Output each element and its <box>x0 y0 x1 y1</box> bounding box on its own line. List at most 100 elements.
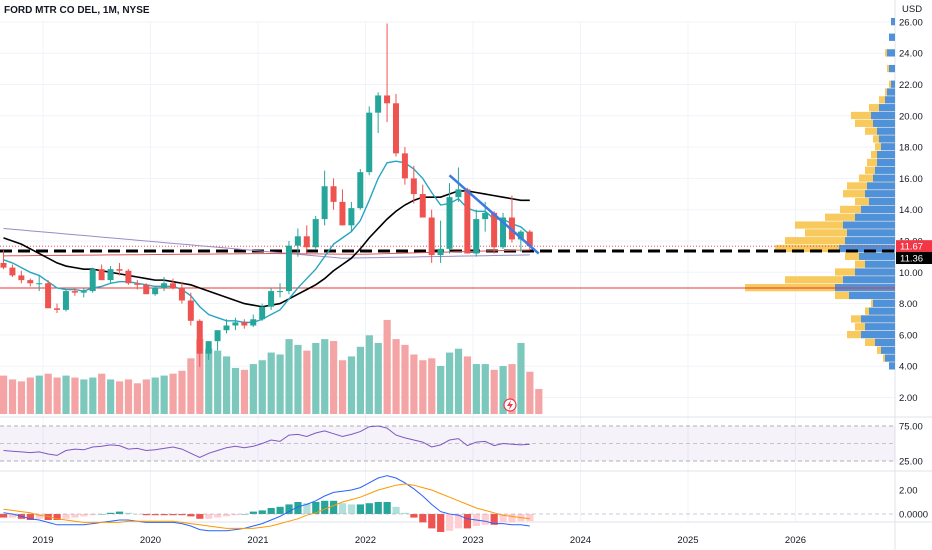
candle-body <box>339 201 346 226</box>
last-price-label: 11.67 <box>900 242 923 253</box>
volume-bar <box>437 366 445 414</box>
profile-bar-down <box>869 197 895 206</box>
macd-histogram-bar <box>428 514 436 529</box>
profile-bar-down <box>881 346 895 354</box>
candle-body <box>437 248 444 256</box>
macd-histogram-bar <box>249 511 257 514</box>
volume-bar <box>231 367 240 414</box>
profile-bar-down <box>885 96 895 104</box>
volume-bars <box>0 319 543 414</box>
profile-bar-down <box>859 252 895 260</box>
candle-body <box>491 212 498 248</box>
volume-bar <box>499 366 507 414</box>
profile-bar-down <box>849 291 895 300</box>
candle-body <box>143 284 150 295</box>
volume-bar <box>89 377 97 414</box>
volume-bar <box>330 341 338 414</box>
price-tick-label: 6.00 <box>899 330 918 341</box>
volume-bar <box>151 377 159 414</box>
macd-line <box>3 475 530 532</box>
candle-body <box>428 217 435 256</box>
macd-histogram-bar <box>240 514 249 515</box>
profile-bar-down <box>871 111 895 120</box>
macd-histogram-bar <box>526 514 534 522</box>
volume-bar <box>321 339 329 414</box>
profile-bar-down <box>873 299 895 307</box>
profile-bar-down <box>887 49 895 57</box>
candle-body <box>45 283 52 309</box>
volume-bar <box>17 381 26 414</box>
macd-histogram-bar <box>169 514 177 516</box>
profile-bar-down <box>865 260 895 268</box>
candle-body <box>366 112 373 173</box>
volume-profile <box>745 17 895 370</box>
time-tick-label: 2024 <box>570 535 591 546</box>
macd-histogram-bar <box>26 514 34 520</box>
time-tick-label: 2021 <box>247 535 268 546</box>
candle-body <box>18 275 25 281</box>
profile-bar-down <box>877 158 895 167</box>
volume-bar <box>419 360 427 414</box>
rsi-tick-label: 25.00 <box>899 457 923 468</box>
volume-bar <box>107 379 115 414</box>
candle-body <box>214 330 221 342</box>
price-tick-label: 18.00 <box>899 143 923 154</box>
macd-histogram-bar <box>214 514 222 518</box>
profile-bar-down <box>861 330 895 339</box>
volume-bar <box>249 364 257 414</box>
profile-bar-down <box>873 119 895 127</box>
time-tick-label: 2020 <box>140 535 161 546</box>
volume-bar <box>187 358 195 414</box>
profile-bar-up <box>785 276 895 284</box>
macd-histogram-bar <box>142 514 150 516</box>
profile-bar-down <box>843 221 895 229</box>
macd-histogram-bar <box>463 514 472 529</box>
volume-bar <box>62 375 70 414</box>
volume-bar <box>472 364 480 414</box>
volume-bar <box>53 377 61 414</box>
volume-bar <box>26 377 34 414</box>
volume-bar <box>115 381 124 414</box>
volume-bar <box>133 383 141 414</box>
candle-body <box>446 197 453 249</box>
macd-histogram-bar <box>115 511 124 514</box>
candle-body <box>464 189 471 254</box>
volume-bar <box>517 342 525 414</box>
candle-body <box>232 322 239 326</box>
volume-bar <box>276 354 284 414</box>
macd-histogram-bar <box>392 506 400 514</box>
candle-body <box>62 291 69 310</box>
volume-bar <box>98 373 106 414</box>
volume-bar <box>0 375 8 414</box>
volume-bar <box>347 356 356 414</box>
macd-histogram-bar <box>365 503 373 514</box>
macd-histogram-bar <box>80 514 88 517</box>
price-tick-label: 22.00 <box>899 80 923 91</box>
profile-bar-down <box>855 268 895 276</box>
price-tick-label: 16.00 <box>899 174 923 185</box>
candles[interactable] <box>0 23 533 367</box>
candle-body <box>259 306 266 320</box>
macd-histogram-bar <box>410 514 418 518</box>
volume-bar <box>240 369 249 414</box>
macd-histogram-bar <box>160 514 168 516</box>
macd-tick-label: 0.0000 <box>899 510 928 521</box>
price-tick-label: 14.00 <box>899 205 923 216</box>
rsi-line <box>3 425 530 459</box>
profile-bar-down <box>861 205 895 214</box>
volume-bar <box>258 360 266 414</box>
volume-bar <box>365 335 373 414</box>
volume-bar <box>508 364 516 414</box>
volume-bar <box>214 350 222 414</box>
macd-histogram-bar <box>35 514 43 519</box>
candle-body <box>526 231 533 247</box>
macd-histogram-bar <box>44 514 52 520</box>
time-tick-label: 2023 <box>462 535 483 546</box>
candle-body <box>285 245 292 292</box>
candle-body <box>277 291 284 293</box>
candle-body <box>178 287 185 301</box>
candle-body <box>268 291 275 307</box>
time-tick-label: 2026 <box>785 535 806 546</box>
trendline <box>448 174 540 412</box>
